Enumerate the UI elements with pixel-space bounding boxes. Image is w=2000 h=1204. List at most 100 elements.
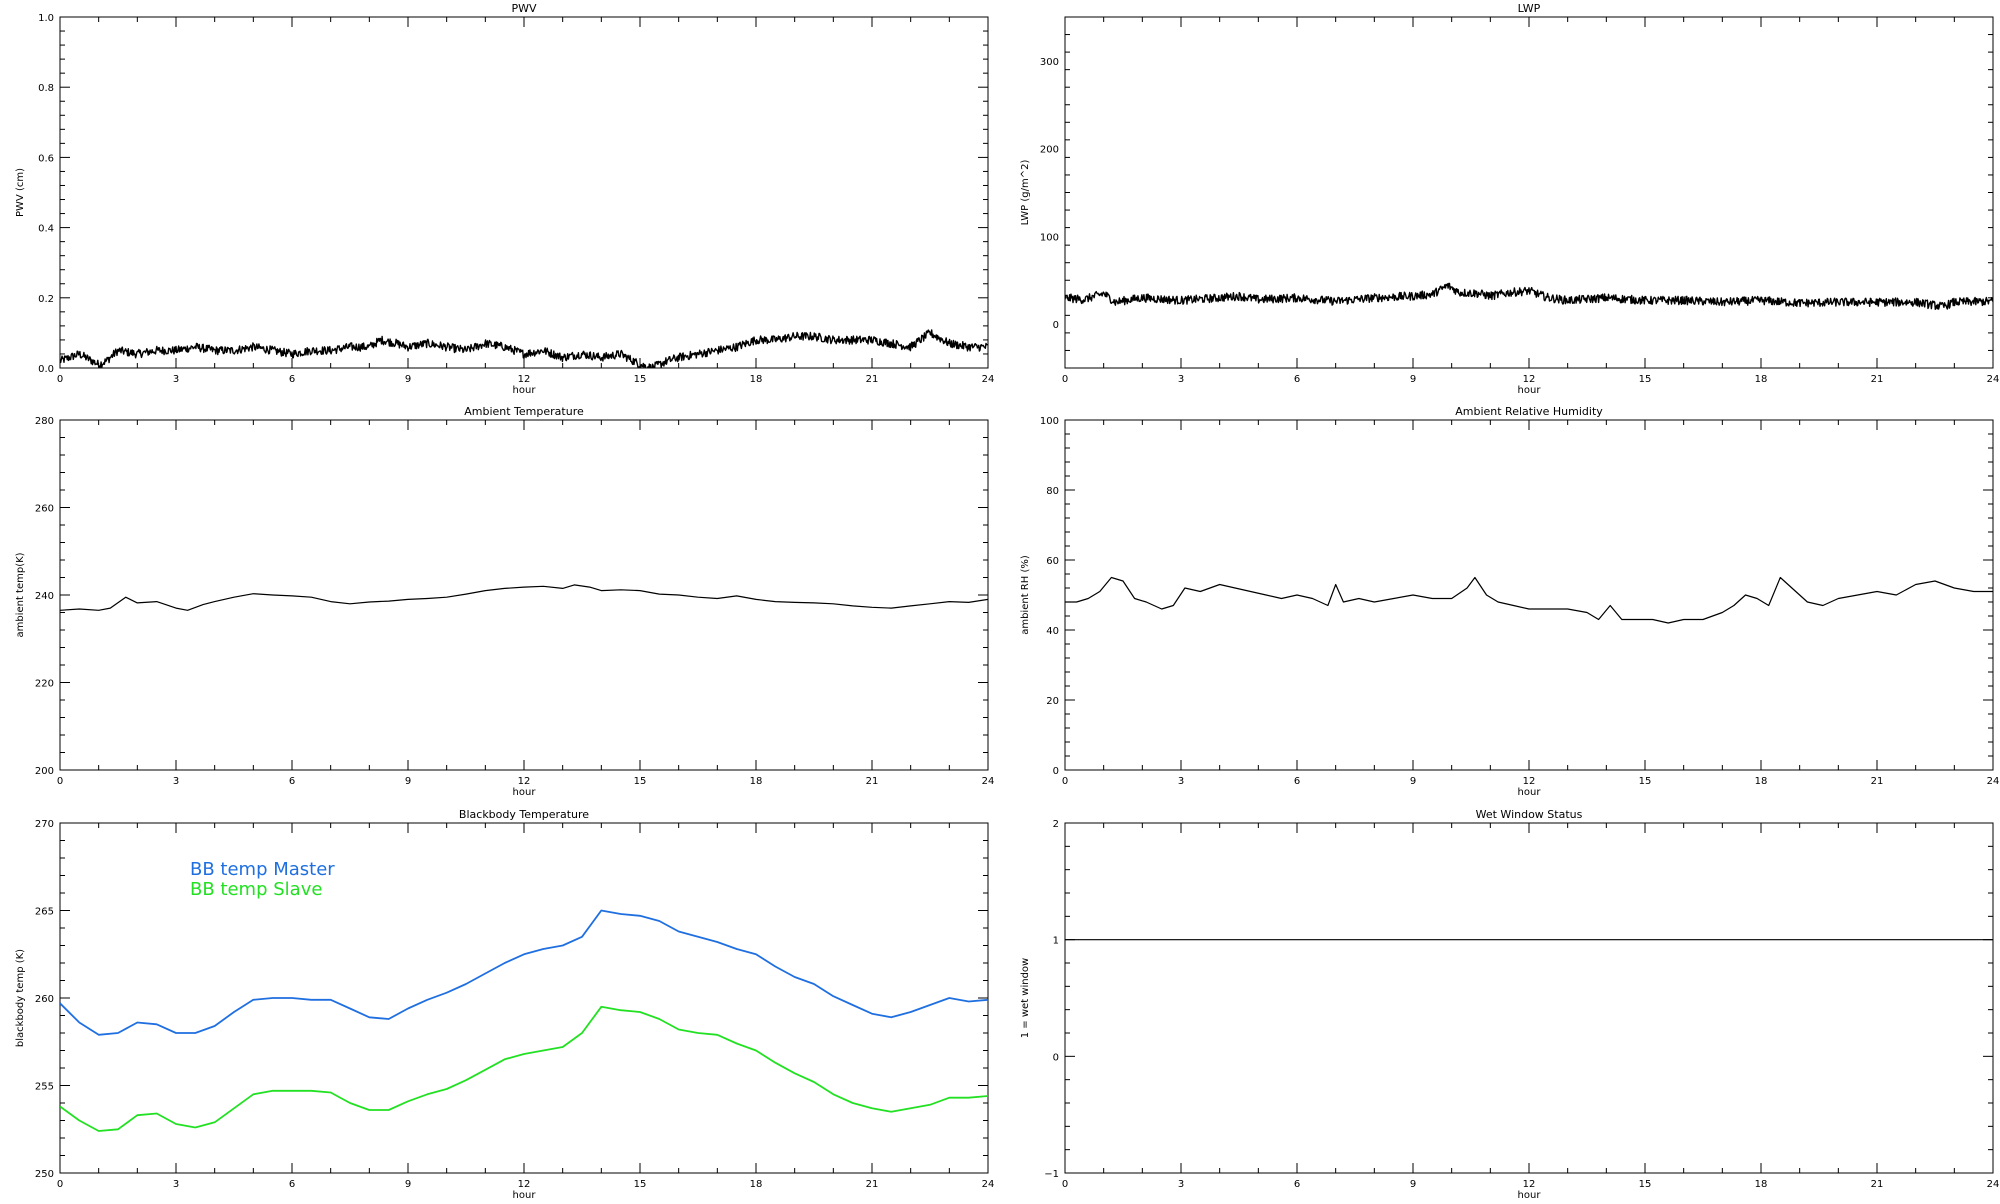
series-line-0 — [60, 909, 988, 1036]
x-tick-label: 9 — [1410, 776, 1416, 787]
x-axis-label: hour — [513, 787, 537, 798]
panel-0: PWV hour PWV (cm) 0 3 6 9 12 15 18 21 24 0.0 0.2 0.4 0.… — [15, 2, 994, 396]
x-tick-label: 0 — [57, 1179, 63, 1190]
x-tick-label: 9 — [405, 374, 411, 385]
x-tick-label: 6 — [289, 1179, 295, 1190]
y-tick-label: 240 — [35, 591, 54, 602]
y-tick-label: 280 — [35, 416, 54, 427]
y-tick-label: 40 — [1046, 626, 1059, 637]
plot-frame — [1064, 822, 1994, 1174]
panel-1: LWP hour LWP (g/m^2) 0 3 6 9 12 15 18 21 24 0 100 200 3… — [1020, 2, 1999, 396]
y-tick-label: −1 — [1044, 1169, 1059, 1180]
y-tick-label: 100 — [1040, 416, 1059, 427]
x-tick-label: 21 — [1871, 1179, 1884, 1190]
x-axis-label: hour — [513, 1190, 537, 1200]
x-tick-label: 18 — [1755, 776, 1768, 787]
x-tick-label: 18 — [750, 374, 763, 385]
x-tick-label: 24 — [1987, 374, 2000, 385]
x-tick-label: 3 — [173, 776, 179, 787]
x-tick-label: 9 — [405, 1179, 411, 1190]
x-tick-label: 9 — [405, 776, 411, 787]
y-tick-label: 255 — [35, 1082, 54, 1093]
y-tick-label: 260 — [35, 994, 54, 1005]
x-tick-label: 3 — [1178, 374, 1184, 385]
y-tick-label: 0.0 — [38, 364, 54, 375]
y-tick-label: 20 — [1046, 696, 1059, 707]
x-tick-label: 21 — [866, 1179, 879, 1190]
x-axis-label: hour — [1518, 385, 1542, 396]
x-tick-label: 0 — [1062, 1179, 1068, 1190]
series-line-0 — [60, 584, 988, 611]
y-tick-label: 0.6 — [38, 153, 54, 164]
legend-entry: BB temp Slave — [190, 879, 322, 900]
y-tick-label: 250 — [35, 1169, 54, 1180]
x-tick-label: 3 — [173, 1179, 179, 1190]
y-tick-label: 1 — [1053, 936, 1059, 947]
x-axis-label: hour — [1518, 787, 1542, 798]
x-tick-label: 6 — [289, 374, 295, 385]
x-tick-label: 6 — [289, 776, 295, 787]
x-tick-label: 0 — [1062, 776, 1068, 787]
x-tick-label: 12 — [1523, 374, 1536, 385]
series-line-0 — [60, 329, 988, 368]
x-tick-label: 15 — [1639, 776, 1652, 787]
y-tick-label: 100 — [1040, 232, 1059, 243]
x-tick-label: 12 — [518, 1179, 531, 1190]
y-tick-label: 0.4 — [38, 224, 54, 235]
y-tick-label: 0.2 — [38, 294, 54, 305]
x-tick-label: 18 — [750, 776, 763, 787]
x-tick-label: 12 — [1523, 776, 1536, 787]
plot-frame — [1064, 16, 1994, 369]
x-tick-label: 21 — [1871, 374, 1884, 385]
x-tick-label: 3 — [173, 374, 179, 385]
y-tick-label: 0.8 — [38, 83, 54, 94]
x-tick-label: 15 — [1639, 1179, 1652, 1190]
x-tick-label: 18 — [750, 1179, 763, 1190]
x-tick-label: 24 — [982, 374, 995, 385]
y-tick-label: 0 — [1053, 320, 1059, 331]
x-tick-label: 0 — [57, 776, 63, 787]
y-tick-label: 0 — [1053, 1052, 1059, 1063]
y-tick-label: 265 — [35, 907, 54, 918]
y-axis-label: 1 = wet window — [1020, 958, 1031, 1038]
x-axis-label: hour — [1518, 1190, 1542, 1200]
x-tick-label: 18 — [1755, 1179, 1768, 1190]
x-tick-label: 24 — [982, 1179, 995, 1190]
chart-title: PWV — [511, 2, 537, 15]
y-tick-label: 260 — [35, 504, 54, 515]
legend-entry: BB temp Master — [190, 859, 335, 880]
panel-3: Ambient Relative Humidity hour ambient RH … — [1020, 405, 1999, 798]
y-tick-label: 300 — [1040, 57, 1059, 68]
x-tick-label: 24 — [1987, 1179, 2000, 1190]
y-tick-label: 200 — [1040, 145, 1059, 156]
panel-5: Wet Window Status hour 1 = wet window 0 3 6 9 1… — [1020, 808, 2000, 1201]
y-tick-label: 60 — [1046, 556, 1059, 567]
series-line-0 — [1065, 282, 1993, 310]
chart-title: Ambient Temperature — [464, 405, 584, 418]
x-tick-label: 15 — [634, 776, 647, 787]
y-tick-label: 2 — [1053, 819, 1059, 830]
x-tick-label: 3 — [1178, 776, 1184, 787]
plot-frame — [59, 16, 989, 369]
y-tick-label: 200 — [35, 766, 54, 777]
y-axis-label: PWV (cm) — [15, 168, 26, 217]
x-tick-label: 12 — [518, 776, 531, 787]
panel-4: Blackbody Temperature hour blackbody temp … — [15, 808, 995, 1201]
x-tick-label: 24 — [982, 776, 995, 787]
series-line-1 — [60, 1005, 988, 1132]
panel-2: Ambient Temperature hour ambient temp(K) 0 3… — [15, 405, 994, 798]
y-tick-label: 0 — [1053, 766, 1059, 777]
chart-title: Blackbody Temperature — [459, 808, 589, 821]
x-tick-label: 0 — [57, 374, 63, 385]
x-tick-label: 9 — [1410, 1179, 1416, 1190]
y-tick-label: 270 — [35, 819, 54, 830]
x-tick-label: 18 — [1755, 374, 1768, 385]
x-tick-label: 15 — [634, 374, 647, 385]
x-tick-label: 15 — [634, 1179, 647, 1190]
chart-title: Ambient Relative Humidity — [1455, 405, 1603, 418]
x-tick-label: 12 — [518, 374, 531, 385]
x-tick-label: 24 — [1987, 776, 2000, 787]
x-tick-label: 21 — [866, 374, 879, 385]
